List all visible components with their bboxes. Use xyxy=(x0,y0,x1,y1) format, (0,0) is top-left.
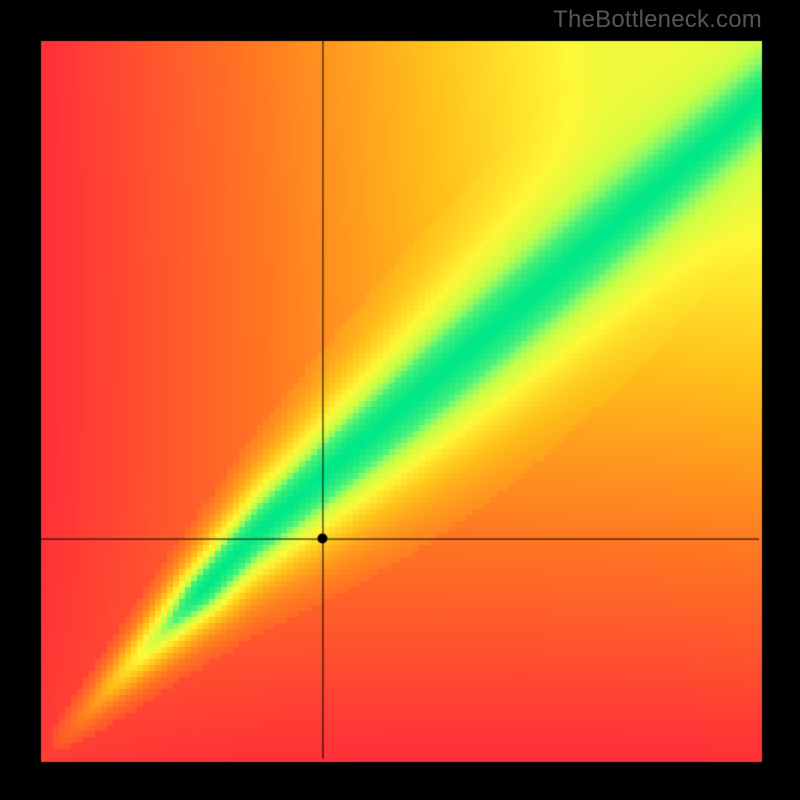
watermark-text: TheBottleneck.com xyxy=(553,6,762,34)
bottleneck-heatmap xyxy=(0,0,800,800)
